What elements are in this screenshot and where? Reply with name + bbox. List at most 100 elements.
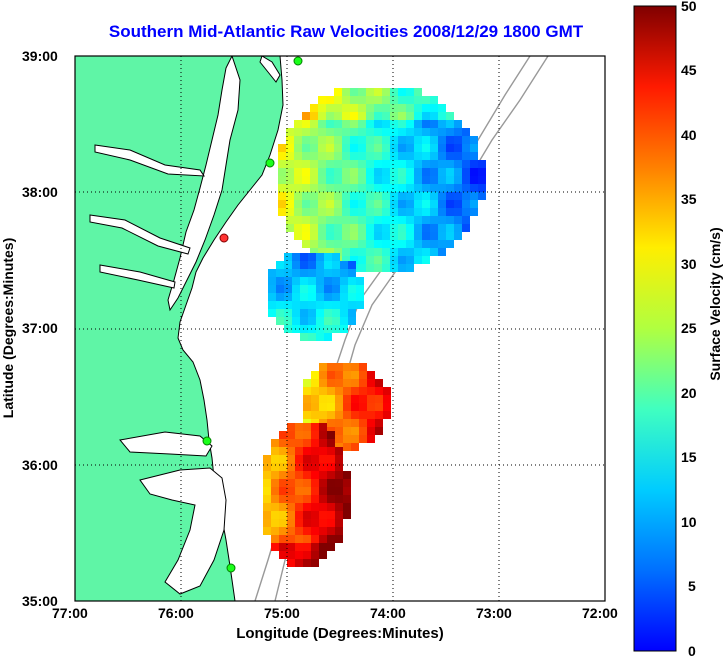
velocity-cell [295,559,303,567]
velocity-cell [350,120,358,128]
velocity-cell [414,256,422,264]
velocity-cell [295,551,303,559]
velocity-cell [278,168,286,176]
velocity-cell [342,232,350,240]
velocity-cell [292,309,300,317]
velocity-cell [332,261,340,269]
velocity-cell [295,423,303,431]
velocity-cell [295,487,303,495]
velocity-cell [462,152,470,160]
velocity-cell [342,160,350,168]
velocity-cell [414,248,422,256]
velocity-cell [316,285,324,293]
velocity-cell [334,176,342,184]
velocity-cell [287,551,295,559]
velocity-cell [335,419,343,427]
velocity-cell [343,411,351,419]
velocity-cell [303,379,311,387]
velocity-cell [358,96,366,104]
velocity-cell [334,120,342,128]
velocity-cell [278,200,286,208]
velocity-cell [287,519,295,527]
velocity-cell [294,160,302,168]
velocity-cell [334,224,342,232]
velocity-cell [319,379,327,387]
velocity-cell [350,208,358,216]
velocity-cell [406,144,414,152]
velocity-cell [271,495,279,503]
velocity-cell [311,551,319,559]
velocity-cell [366,152,374,160]
velocity-cell [279,495,287,503]
velocity-cell [351,363,359,371]
velocity-cell [438,216,446,224]
velocity-cell [326,168,334,176]
velocity-cell [366,176,374,184]
velocity-cell [342,184,350,192]
y-tick-label: 37:00 [22,320,58,336]
velocity-cell [284,293,292,301]
velocity-cell [462,192,470,200]
velocity-cell [350,144,358,152]
delaware-bay [259,56,281,83]
velocity-cell [414,144,422,152]
velocity-cell [319,411,327,419]
velocity-cell [292,277,300,285]
velocity-cell [303,439,311,447]
velocity-cell [375,419,383,427]
velocity-cell [390,216,398,224]
velocity-cell [303,411,311,419]
velocity-cell [300,253,308,261]
velocity-cell [422,184,430,192]
velocity-cell [334,96,342,104]
velocity-cell [310,128,318,136]
velocity-cell [300,285,308,293]
velocity-cell [359,371,367,379]
velocity-cell [366,224,374,232]
velocity-cell [406,128,414,136]
velocity-cell [284,277,292,285]
velocity-cell [366,200,374,208]
velocity-cell [319,447,327,455]
velocity-cell [319,503,327,511]
velocity-cell [319,371,327,379]
velocity-cell [303,559,311,567]
velocity-cell [366,248,374,256]
velocity-cell [374,232,382,240]
velocity-cell [350,152,358,160]
velocity-cell [268,285,276,293]
velocity-cell [318,120,326,128]
velocity-cell [359,435,367,443]
velocity-cell [279,551,287,559]
velocity-cell [332,301,340,309]
velocity-cell [454,152,462,160]
velocity-cell [438,208,446,216]
velocity-cell [327,487,335,495]
velocity-cell [294,136,302,144]
velocity-cell [294,224,302,232]
velocity-cell [335,447,343,455]
velocity-cell [342,104,350,112]
velocity-cell [279,503,287,511]
velocity-cell [327,535,335,543]
velocity-cell [303,431,311,439]
velocity-cell [350,128,358,136]
velocity-cell [279,519,287,527]
velocity-cell [302,160,310,168]
velocity-cell [470,152,478,160]
velocity-cell [303,519,311,527]
velocity-cell [478,192,486,200]
velocity-cell [300,293,308,301]
velocity-cell [438,184,446,192]
velocity-cell [303,463,311,471]
velocity-cell [340,317,348,325]
velocity-cell [414,216,422,224]
x-tick-label: 73:00 [476,605,512,621]
velocity-cell [367,427,375,435]
velocity-cell [446,240,454,248]
velocity-cell [326,160,334,168]
velocity-cell [358,224,366,232]
velocity-cell [302,208,310,216]
velocity-cell [278,192,286,200]
